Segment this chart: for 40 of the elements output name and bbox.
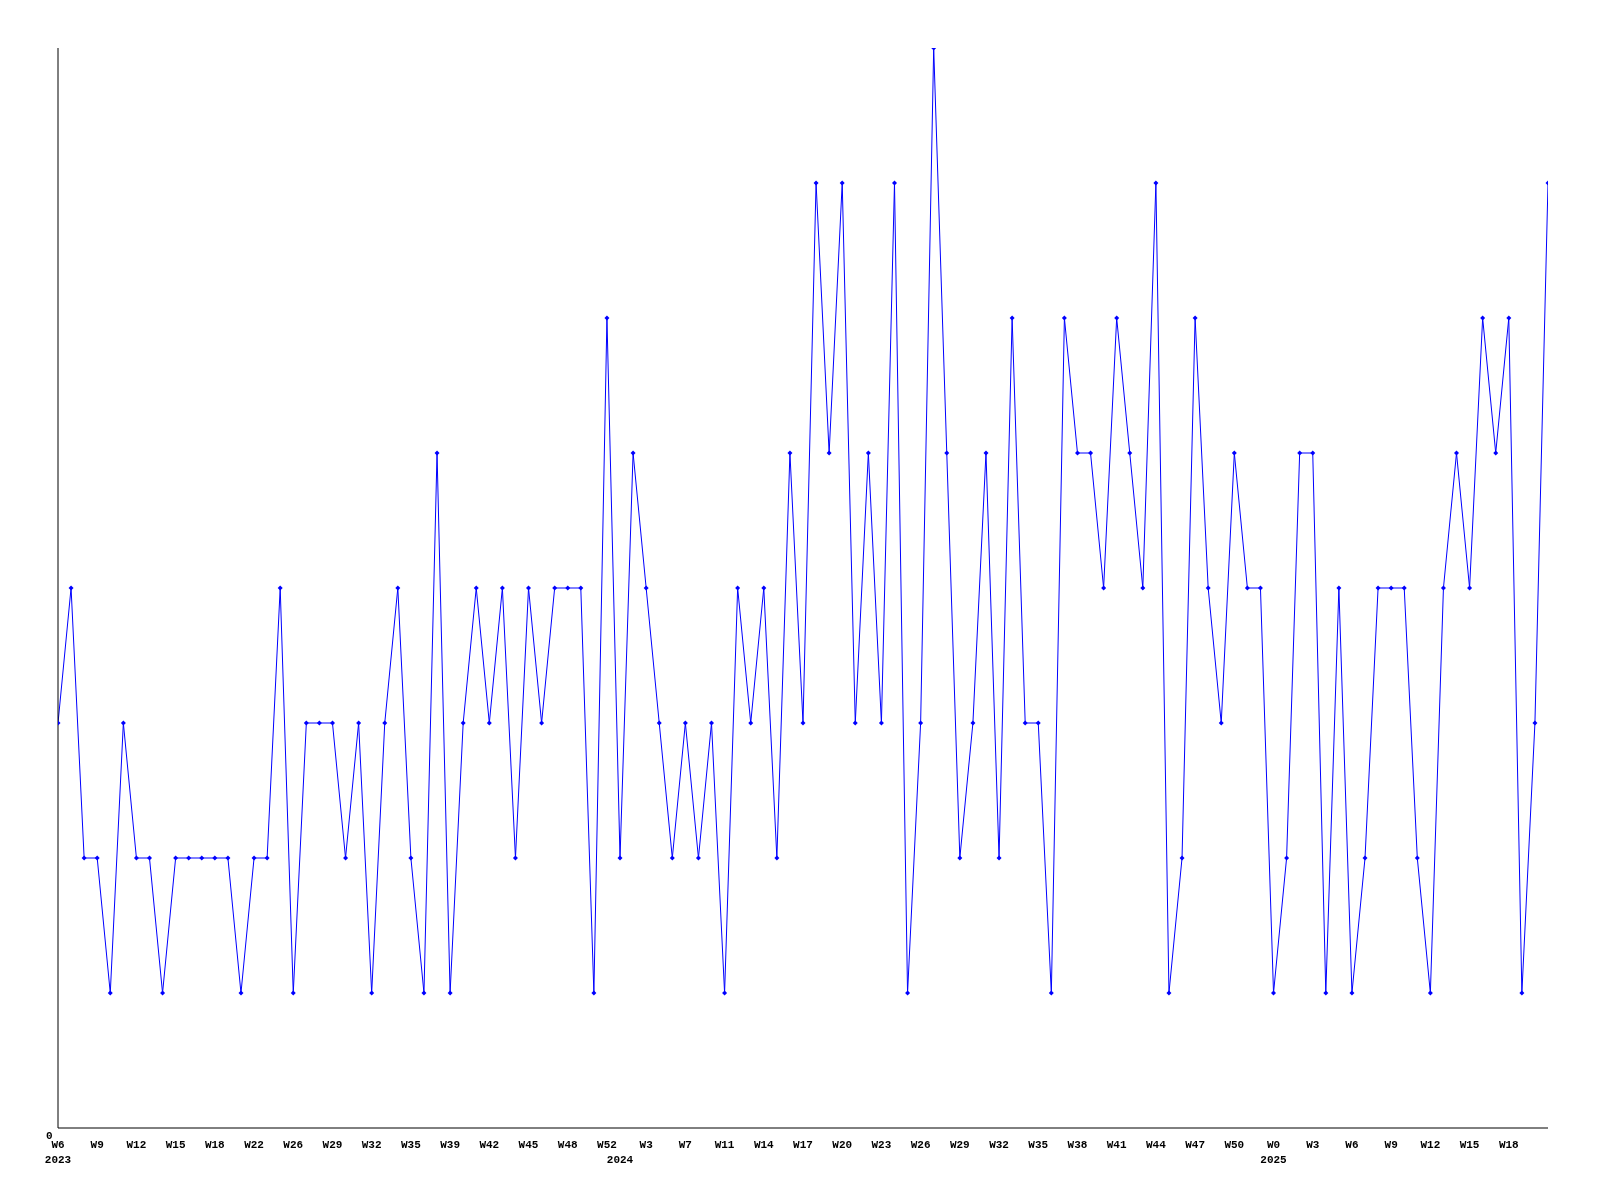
x-tick-label: W35 bbox=[400, 1139, 422, 1151]
x-tick-label: W22 bbox=[244, 1139, 264, 1151]
x-tick-label: W32 bbox=[361, 1139, 382, 1151]
x-tick-label: W26 bbox=[283, 1139, 304, 1151]
x-tick-label: W35 bbox=[1028, 1139, 1049, 1151]
x-tick-label: W47 bbox=[1185, 1139, 1206, 1151]
x-tick-label: W0 2025 bbox=[1260, 1139, 1288, 1166]
x-tick-label: W14 bbox=[753, 1139, 775, 1151]
x-tick-label: W32 bbox=[989, 1139, 1009, 1151]
x-tick-label: W20 bbox=[832, 1139, 853, 1151]
x-tick-label: W9 bbox=[1384, 1139, 1398, 1151]
x-tick-label: W26 bbox=[910, 1139, 931, 1151]
x-tick-label: W18 bbox=[204, 1139, 226, 1151]
x-tick-label: W15 bbox=[165, 1139, 186, 1151]
x-tick-label: W44 bbox=[1145, 1139, 1167, 1151]
x-tick-label: W29 bbox=[949, 1139, 970, 1151]
x-tick-label: W7 bbox=[678, 1139, 692, 1151]
x-tick-label: W52 bbox=[597, 1139, 617, 1151]
x-tick-label: W18 bbox=[1498, 1139, 1520, 1151]
x-tick-label: W50 bbox=[1224, 1139, 1245, 1151]
x-tick-label: W3 bbox=[639, 1139, 654, 1151]
x-tick-label: W15 bbox=[1459, 1139, 1480, 1151]
x-tick-label: W41 bbox=[1106, 1139, 1127, 1151]
x-tick-label: W12 bbox=[126, 1139, 147, 1151]
x-tick-label: W23 bbox=[871, 1139, 892, 1151]
x-tick-label: W42 bbox=[479, 1139, 500, 1151]
x-tick-label: W6 2023 bbox=[44, 1139, 72, 1166]
x-tick-label: W48 bbox=[557, 1139, 579, 1151]
x-tick-label: W3 bbox=[1306, 1139, 1320, 1151]
x-tick-label: W17 bbox=[793, 1139, 813, 1151]
x-tick-label: 2024 bbox=[606, 1154, 634, 1166]
x-tick-label: W39 bbox=[440, 1139, 461, 1151]
x-tick-label: W11 bbox=[714, 1139, 735, 1151]
x-tick-label: W29 bbox=[322, 1139, 343, 1151]
x-tick-label: W38 bbox=[1067, 1139, 1088, 1151]
x-tick-label: W12 bbox=[1420, 1139, 1441, 1151]
x-tick-label: W6 bbox=[1345, 1139, 1359, 1151]
x-tick-label: W9 bbox=[90, 1139, 104, 1151]
x-tick-label: W45 bbox=[518, 1139, 539, 1151]
text: 0 bbox=[46, 1130, 53, 1142]
